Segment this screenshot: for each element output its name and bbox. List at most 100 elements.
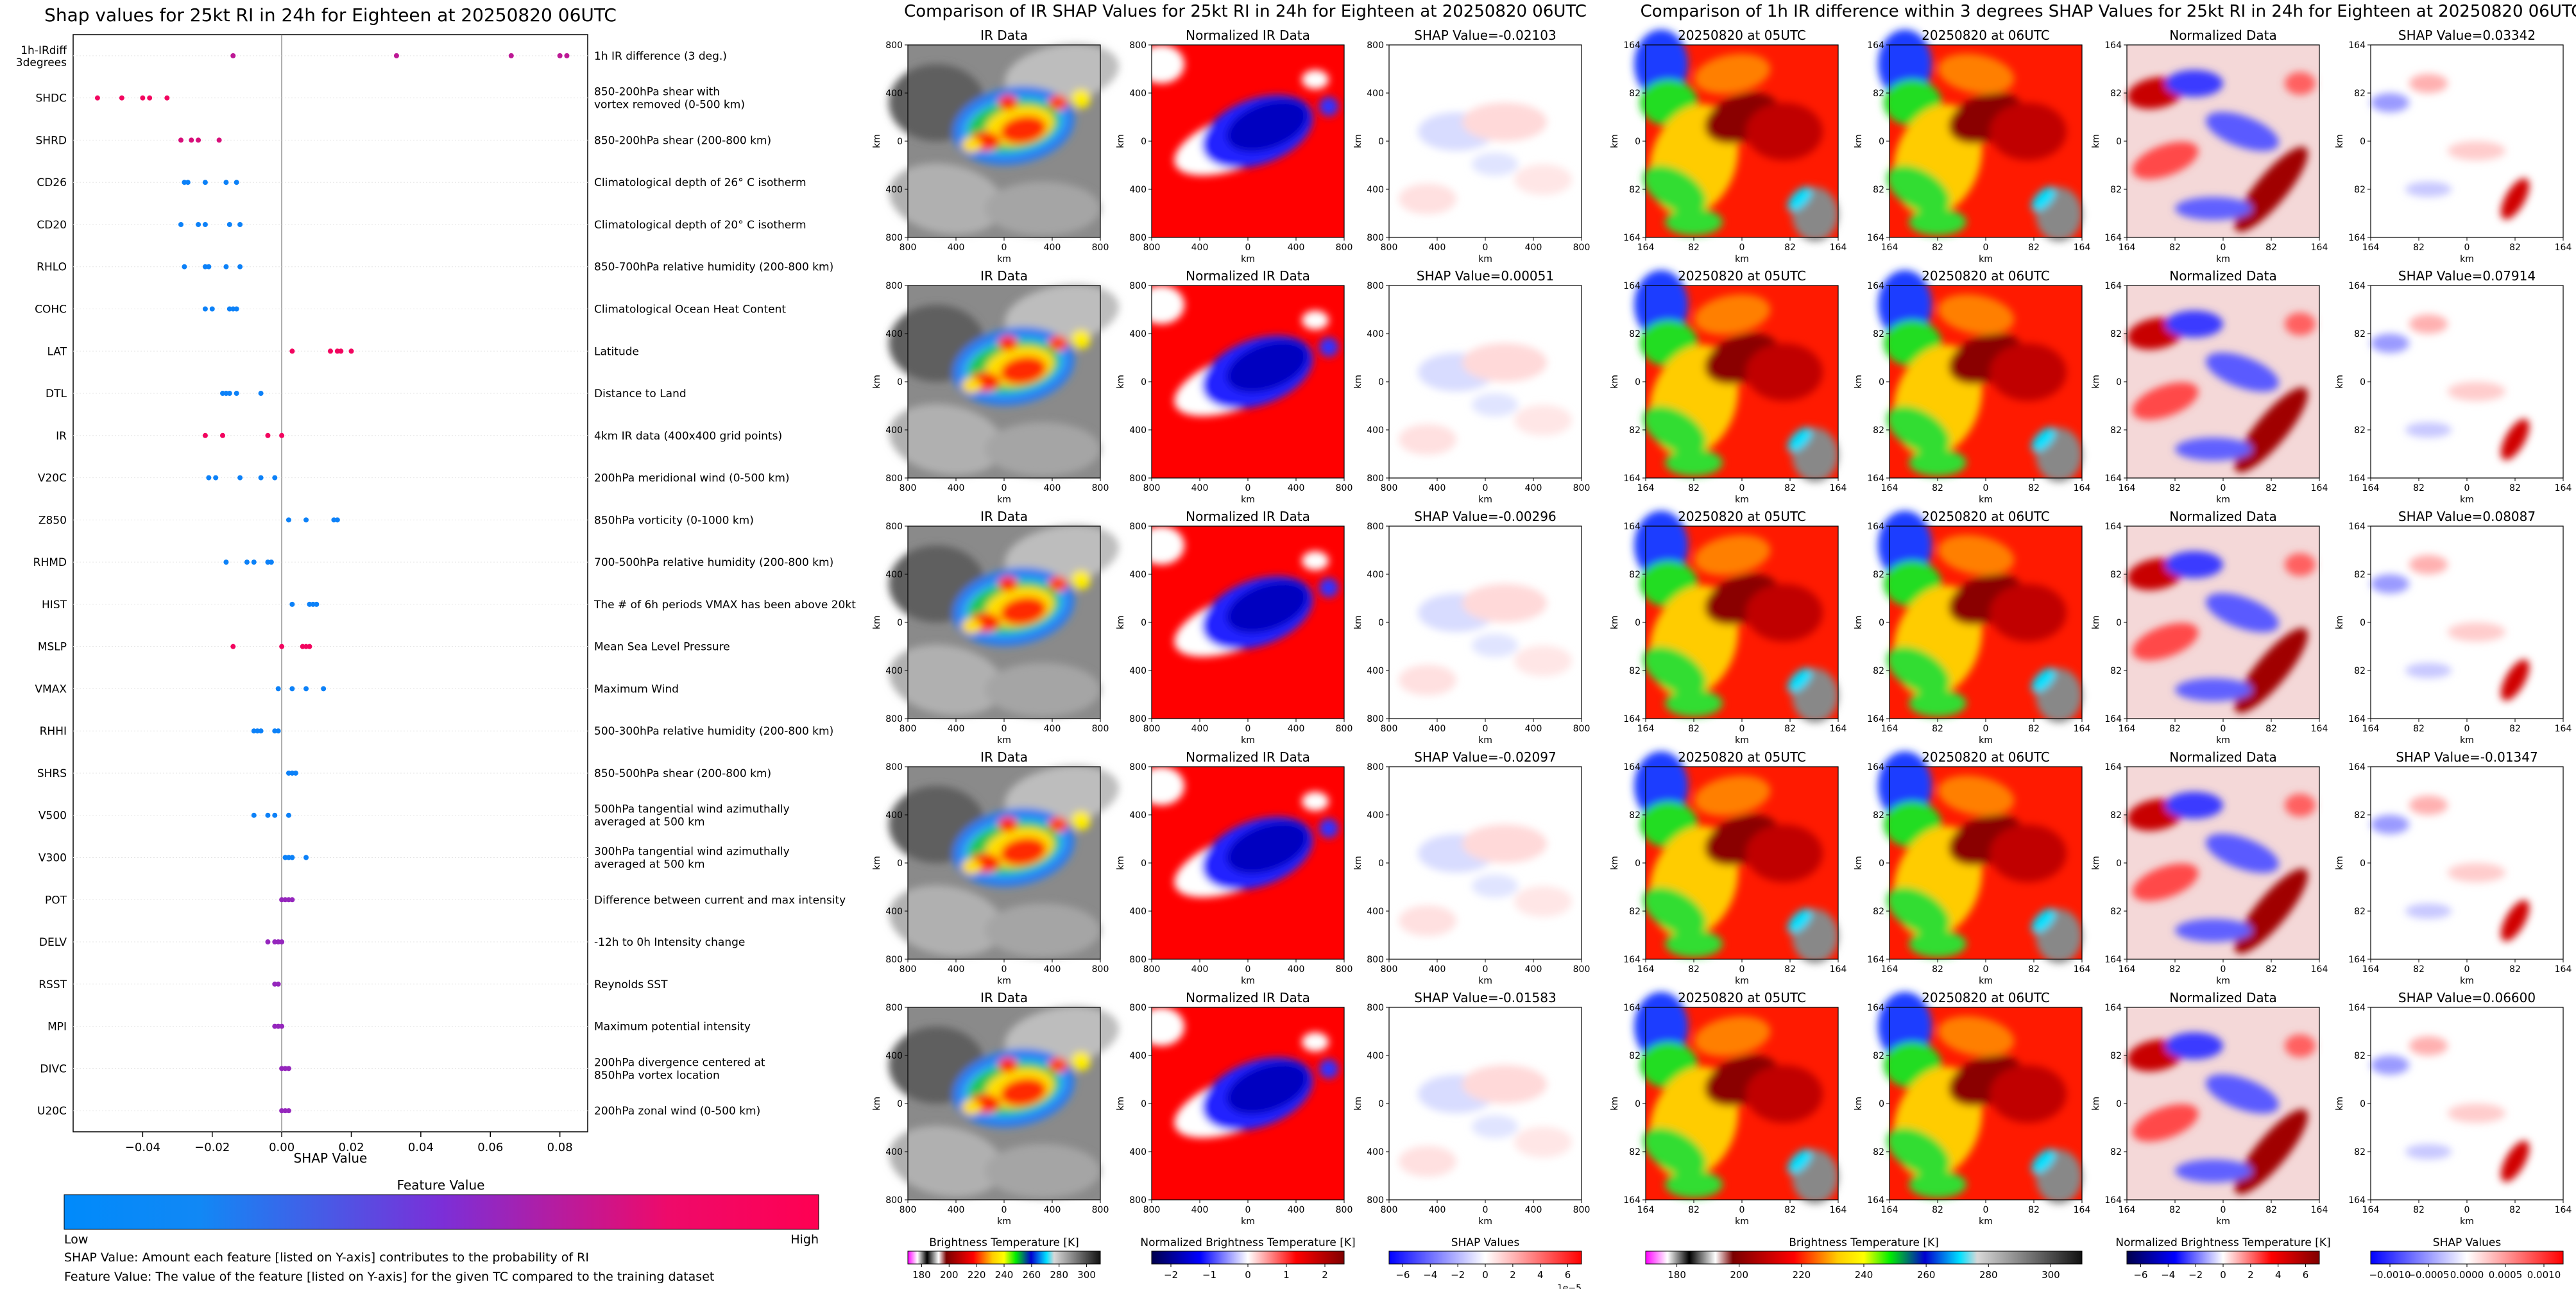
panel-x-axis-label: km xyxy=(1979,735,1993,746)
panel-y-tick-label: 82 xyxy=(1873,329,1884,339)
panel-y-tick-label: 0 xyxy=(2116,1099,2122,1109)
colorbar-tick-label: −4 xyxy=(2161,1269,2175,1281)
shap-feature-row: RSST Reynolds SST xyxy=(38,978,668,991)
shap-point xyxy=(223,559,229,565)
colorbar: Normalized Brightness Temperature [K] −6 −… xyxy=(2115,1236,2330,1281)
panel-y-axis-label: km xyxy=(1353,1097,1363,1111)
panel-shap-image xyxy=(1389,286,1582,478)
panel-x-tick-label: 164 xyxy=(1881,483,1898,493)
panel-y-tick-label: 82 xyxy=(2110,1147,2122,1157)
panel-y-tick-label: 164 xyxy=(2348,522,2366,532)
panel-shap: SHAP Value=0.000518008004004000040040080… xyxy=(1353,268,1590,505)
panel-y-axis-label: km xyxy=(1116,856,1126,870)
panel-x-tick-label: 0 xyxy=(1483,964,1488,975)
panel-y-tick-label: 400 xyxy=(1129,329,1147,339)
feature-code-label: RHLO xyxy=(37,261,67,274)
panel-x-tick-label: 82 xyxy=(2028,483,2040,493)
panel-y-tick-label: 800 xyxy=(1367,40,1384,51)
panel-y-tick-label: 164 xyxy=(2104,1003,2122,1013)
panel-shapdiff: SHAP Value=0.033421641648282008282164164… xyxy=(2335,28,2572,264)
panel-title: 20250820 at 06UTC xyxy=(1922,268,2050,284)
panel-y-tick-label: 800 xyxy=(1129,522,1147,532)
panel-y-tick-label: 82 xyxy=(1873,810,1884,821)
panel-x-tick-label: 400 xyxy=(948,1205,965,1215)
colorbar-gradient xyxy=(1645,1251,2083,1265)
shap-point xyxy=(393,53,399,58)
panel-x-axis-label: km xyxy=(1478,976,1492,986)
feature-code-label: V300 xyxy=(38,852,67,865)
panel-y-tick-label: 164 xyxy=(2104,474,2122,484)
panel-y-tick-label: 800 xyxy=(885,522,903,532)
panel-x-tick-label: 82 xyxy=(2509,964,2521,975)
panel-normdiff-image xyxy=(2127,526,2319,719)
panel-x-tick-label: 164 xyxy=(1830,243,1847,253)
shap-point xyxy=(279,432,285,438)
shap-point xyxy=(258,391,264,397)
panel-y-tick-label: 82 xyxy=(2354,185,2366,195)
panel-y-tick-label: 0 xyxy=(1141,1099,1147,1109)
panel-title: SHAP Value=-0.01583 xyxy=(1414,990,1556,1005)
shap-point xyxy=(307,644,312,649)
panel-y-tick-label: 400 xyxy=(1129,666,1147,676)
panel-x-axis-label: km xyxy=(1241,495,1255,505)
feature-description-label: Maximum Wind xyxy=(594,683,679,696)
panel-y-axis-label: km xyxy=(1854,375,1864,389)
panel-x-tick-label: 82 xyxy=(2028,964,2040,975)
colorbar: SHAP Values −0.0010−0.0005 0.0000 0.0005 0.0… xyxy=(2369,1236,2564,1281)
panel-x-axis-label: km xyxy=(1735,254,1749,264)
panel-x-tick-label: 800 xyxy=(1092,1205,1109,1215)
panel-x-tick-label: 800 xyxy=(1336,483,1353,493)
colorbar-tick-label: 2 xyxy=(1510,1269,1516,1281)
panel-x-axis-label: km xyxy=(2216,495,2230,505)
shap-point xyxy=(196,137,201,143)
panel-y-tick-label: 0 xyxy=(2116,137,2122,147)
panel-x-tick-label: 164 xyxy=(1830,724,1847,734)
shap-point xyxy=(185,180,191,185)
panel-x-tick-label: 0 xyxy=(1483,483,1488,493)
panel-y-axis-label: km xyxy=(872,615,882,629)
panel-x-tick-label: 82 xyxy=(2028,724,2040,734)
panel-y-axis-label: km xyxy=(2335,134,2345,148)
panel-ir05: 20250820 at 05UTC1641648282008282164164k… xyxy=(1610,990,1847,1227)
panel-shap: SHAP Value=-0.01583800800400400004004008… xyxy=(1353,990,1590,1227)
panel-x-tick-label: 0 xyxy=(1983,243,1989,253)
panel-x-tick-label: 82 xyxy=(2265,964,2277,975)
panel-x-tick-label: 82 xyxy=(2509,724,2521,734)
panel-y-axis-label: km xyxy=(1353,615,1363,629)
panel-title: IR Data xyxy=(980,990,1028,1005)
panel-y-tick-label: 800 xyxy=(885,955,903,965)
panel-title: 20250820 at 06UTC xyxy=(1922,28,2050,43)
panel-y-tick-label: 0 xyxy=(1141,618,1147,628)
shap-point xyxy=(234,391,239,397)
panel-x-tick-label: 164 xyxy=(2074,964,2091,975)
ir-colorbars: Brightness Temperature [K]180 200 220 240 26… xyxy=(907,1236,1582,1289)
panel-norm: Normalized IR Data8008004004000040040080… xyxy=(1116,990,1352,1227)
colorbar-tick-label: 0 xyxy=(1245,1269,1251,1281)
panel-y-tick-label: 82 xyxy=(2110,185,2122,195)
panel-x-tick-label: 0 xyxy=(2221,1205,2226,1215)
shap-point xyxy=(508,53,514,58)
shap-point xyxy=(202,221,208,227)
panel-y-tick-label: 0 xyxy=(1879,377,1884,388)
panel-x-tick-label: 164 xyxy=(2362,483,2380,493)
panel-x-tick-label: 0 xyxy=(2464,964,2470,975)
shap-point xyxy=(348,348,354,354)
panel-norm: Normalized IR Data8008004004000040040080… xyxy=(1116,749,1352,986)
colorbar-tick-label: 220 xyxy=(968,1269,986,1281)
feature-code-label: SHDC xyxy=(35,92,67,105)
shap-point xyxy=(557,53,563,58)
panel-y-tick-label: 800 xyxy=(1129,1003,1147,1013)
panel-y-tick-label: 400 xyxy=(885,185,903,195)
colorbar-label: SHAP Values xyxy=(1451,1236,1520,1249)
shap-point xyxy=(289,686,295,692)
panel-x-tick-label: 0 xyxy=(2221,243,2226,253)
feature-description-label: 200hPa meridional wind (0-500 km) xyxy=(594,472,790,485)
panel-title: 20250820 at 06UTC xyxy=(1922,509,2050,524)
panel-shapdiff: SHAP Value=0.080871641648282008282164164… xyxy=(2335,509,2572,746)
panel-x-tick-label: 400 xyxy=(1525,724,1542,734)
panel-y-tick-label: 0 xyxy=(1879,137,1884,147)
panel-y-tick-label: 164 xyxy=(2348,281,2366,291)
panel-x-tick-label: 400 xyxy=(1288,724,1305,734)
panel-y-tick-label: 82 xyxy=(1629,425,1641,436)
panel-y-tick-label: 164 xyxy=(2104,233,2122,243)
